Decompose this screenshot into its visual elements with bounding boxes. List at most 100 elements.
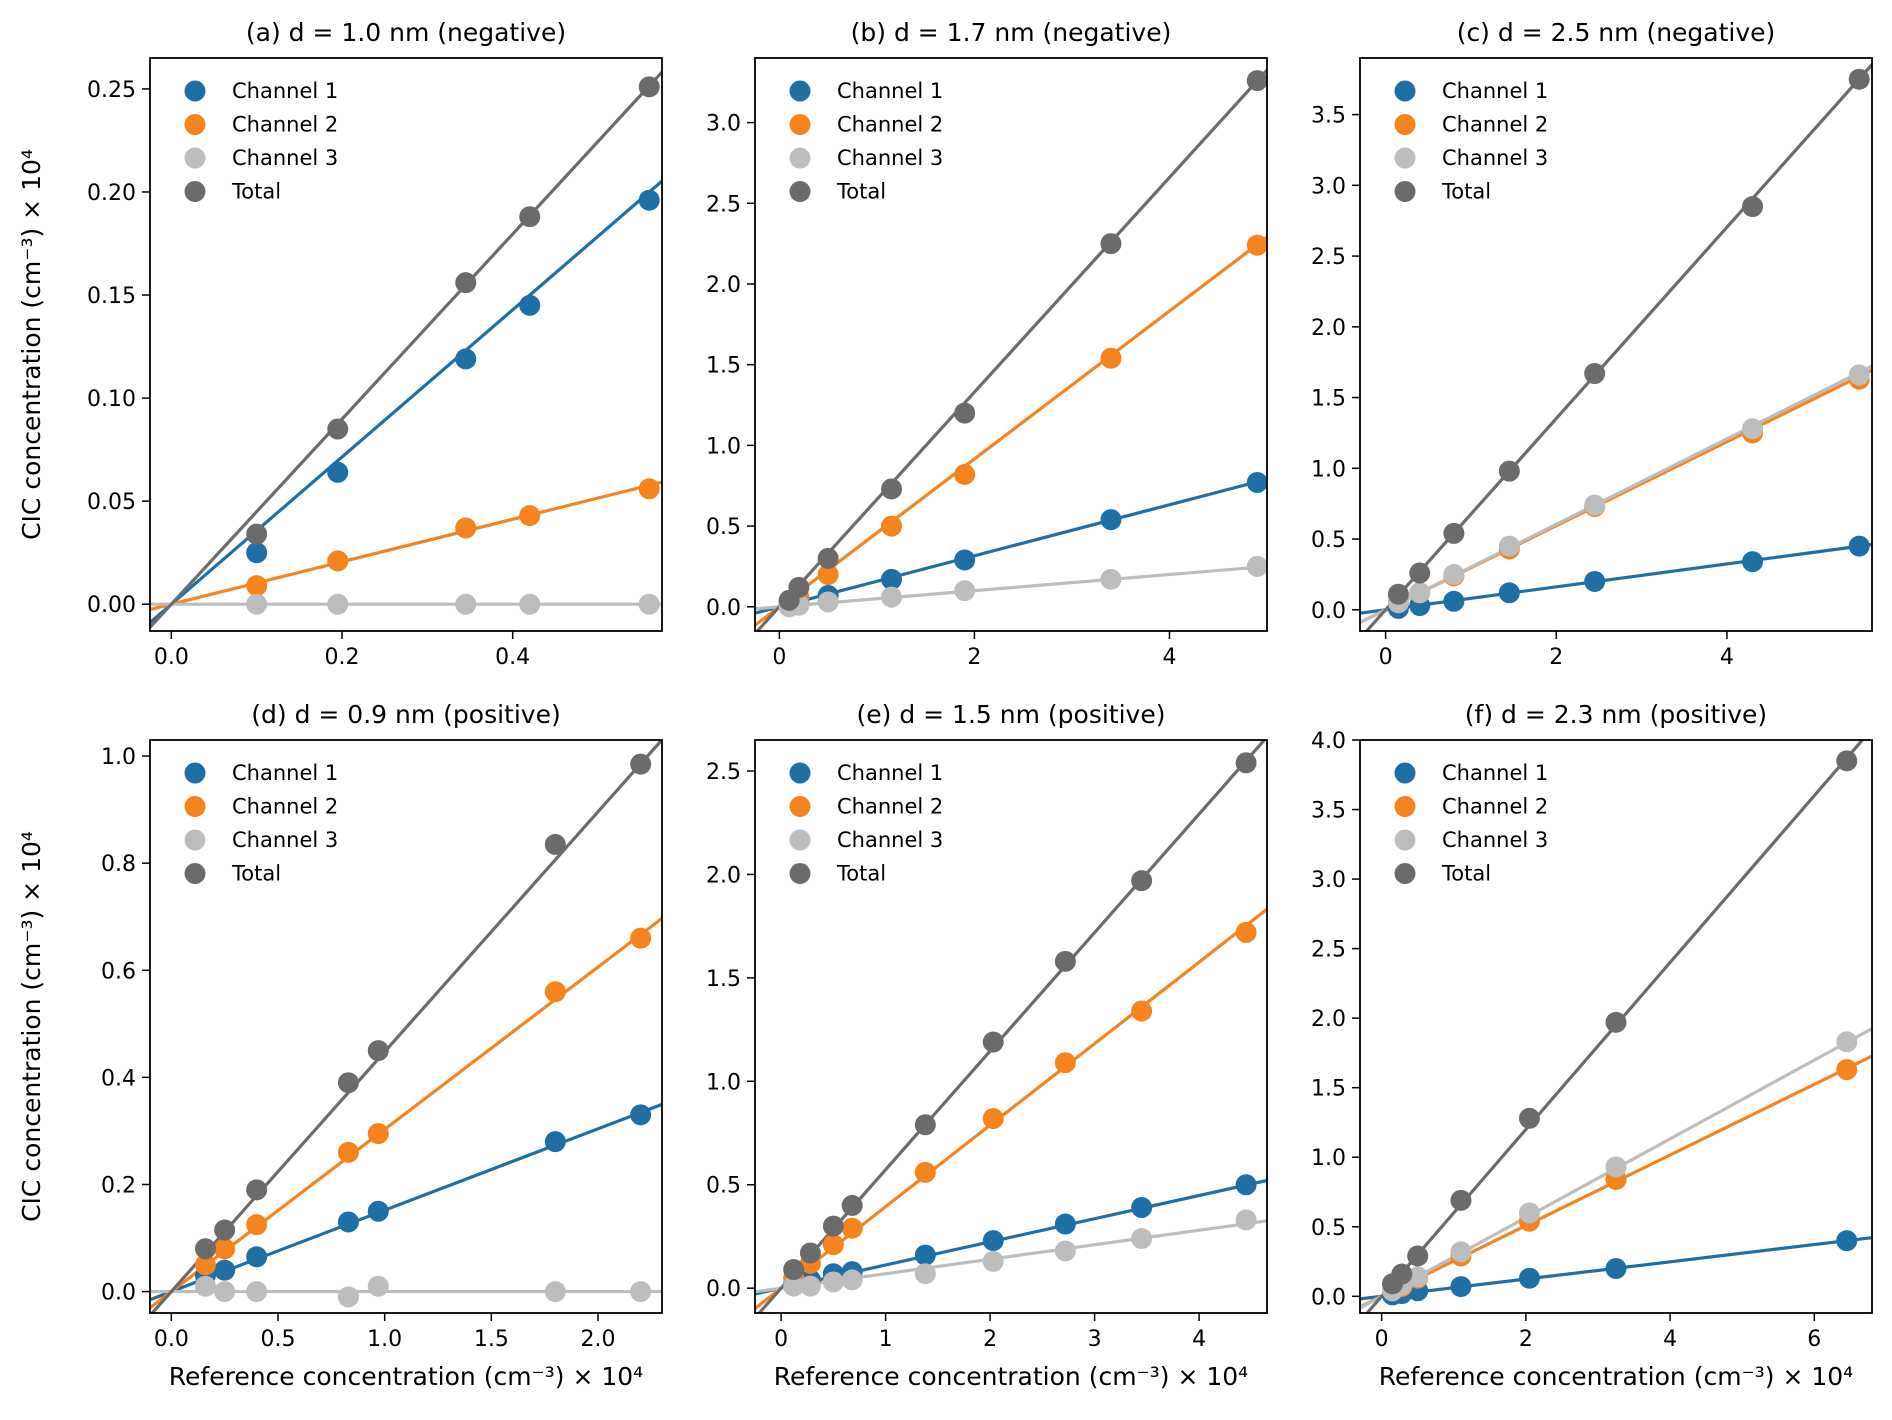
fit-lines	[755, 69, 1267, 631]
data-point-total	[1100, 233, 1122, 255]
y-tick-label: 0.0	[706, 1277, 741, 1302]
data-point-channel-2	[630, 927, 652, 949]
x-tick-label: 3	[1088, 1327, 1102, 1352]
axes-frame	[754, 739, 1268, 1314]
y-tick-label: 2.5	[706, 192, 741, 217]
y-tick-label: 0.0	[1311, 1285, 1346, 1310]
data-point-channel-2	[519, 505, 541, 527]
data-point-channel-1	[1450, 1276, 1472, 1298]
data-point-channel-3	[914, 1263, 936, 1285]
legend-marker	[184, 796, 206, 817]
data-point-channel-2	[1246, 234, 1267, 256]
data-point-channel-1	[881, 568, 903, 590]
data-point-total	[194, 1238, 216, 1260]
x-tick-label: 4	[1162, 645, 1176, 670]
data-point-total	[367, 1040, 389, 1062]
data-points	[1381, 750, 1858, 1306]
y-tick-label: 1.5	[1311, 1077, 1346, 1102]
data-point-total	[1054, 950, 1076, 972]
data-point-channel-3	[817, 591, 839, 613]
y-tick-label: 0.20	[87, 181, 136, 206]
data-point-channel-3	[1742, 418, 1764, 440]
y-tick-label: 0.05	[87, 490, 136, 515]
data-point-channel-3	[214, 1281, 236, 1303]
x-tick-label: 2	[967, 645, 981, 670]
data-point-channel-1	[1518, 1267, 1540, 1289]
y-tick-label: 0.5	[1311, 528, 1346, 553]
fit-line-total	[150, 740, 662, 1313]
data-point-channel-1	[1235, 1174, 1257, 1196]
x-tick-label: 0	[774, 1327, 788, 1352]
x-axis-label: Reference concentration (cm⁻³) × 10⁴	[169, 1362, 643, 1391]
data-point-channel-3	[544, 1281, 566, 1303]
data-point-total	[246, 1179, 268, 1201]
data-point-channel-1	[954, 549, 976, 571]
data-point-channel-3	[455, 593, 477, 615]
legend-label: Channel 2	[232, 795, 338, 819]
x-axis-label: Reference concentration (cm⁻³) × 10⁴	[774, 1362, 1248, 1391]
data-points	[246, 76, 660, 615]
data-point-channel-3	[783, 1275, 805, 1297]
data-point-channel-3	[1246, 555, 1267, 577]
subplot-title: (b) d = 1.7 nm (negative)	[851, 18, 1172, 47]
legend-marker	[184, 863, 206, 884]
x-axis-label: Reference concentration (cm⁻³) × 10⁴	[1379, 1362, 1853, 1391]
y-tick-label: 2.0	[1311, 316, 1346, 341]
legend-label: Total	[231, 180, 281, 204]
y-tick-label: 1.0	[706, 434, 741, 459]
data-point-total	[881, 478, 903, 500]
data-point-channel-2	[214, 1238, 236, 1260]
x-tick-label: 0	[1375, 1327, 1389, 1352]
data-point-channel-3	[638, 593, 660, 615]
x-tick-label: 2	[1549, 645, 1563, 670]
data-point-channel-3	[822, 1271, 844, 1293]
fit-line-total	[150, 70, 662, 629]
data-point-channel-1	[1605, 1257, 1627, 1279]
x-tick-label: 0.4	[495, 645, 530, 670]
data-point-total	[327, 418, 349, 440]
data-point-channel-2	[1235, 921, 1257, 943]
legend-label: Channel 1	[837, 79, 943, 103]
legend-label: Channel 2	[837, 795, 943, 819]
data-point-channel-3	[1100, 568, 1122, 590]
legend-marker	[1394, 181, 1416, 202]
data-point-total	[1450, 1189, 1472, 1211]
legend-marker	[789, 114, 811, 135]
y-tick-label: 0.00	[87, 593, 136, 618]
subplot-title: (d) d = 0.9 nm (positive)	[251, 700, 560, 729]
legend-label: Channel 3	[232, 828, 338, 852]
legend-label: Channel 1	[837, 761, 943, 785]
data-point-total	[799, 1242, 821, 1264]
data-point-total	[630, 753, 652, 775]
legend-marker	[184, 80, 206, 102]
legend-marker	[789, 863, 811, 884]
data-point-channel-3	[1235, 1209, 1257, 1231]
y-tick-label: 1.0	[706, 1070, 741, 1095]
x-tick-label: 0.5	[261, 1327, 296, 1352]
y-tick-label: 1.0	[1311, 1146, 1346, 1171]
legend-label: Channel 1	[1442, 79, 1548, 103]
data-points	[783, 752, 1257, 1297]
data-point-channel-1	[455, 348, 477, 370]
y-tick-label: 3.0	[1311, 868, 1346, 893]
data-point-total	[638, 76, 660, 98]
data-point-channel-2	[327, 550, 349, 572]
fit-line-channel-1	[150, 1102, 662, 1302]
axes-frame	[1359, 739, 1873, 1314]
data-point-channel-2	[841, 1217, 863, 1239]
data-point-channel-2	[194, 1254, 216, 1276]
y-tick-label: 0.0	[1311, 599, 1346, 624]
legend-label: Channel 3	[837, 828, 943, 852]
legend-label: Total	[836, 862, 886, 886]
data-point-channel-1	[544, 1131, 566, 1153]
legend-label: Total	[1441, 180, 1491, 204]
x-tick-label: 2	[983, 1327, 997, 1352]
legend-marker	[1394, 114, 1416, 135]
subplot-d: (d) d = 0.9 nm (positive) 0.0 0.5 1.0 1.5 2.0…	[17, 700, 663, 1391]
data-point-channel-2	[1100, 347, 1122, 369]
axes-frame	[754, 57, 1268, 632]
data-point-total	[788, 576, 810, 598]
data-point-total	[1848, 68, 1870, 90]
legend-marker	[1394, 796, 1416, 817]
